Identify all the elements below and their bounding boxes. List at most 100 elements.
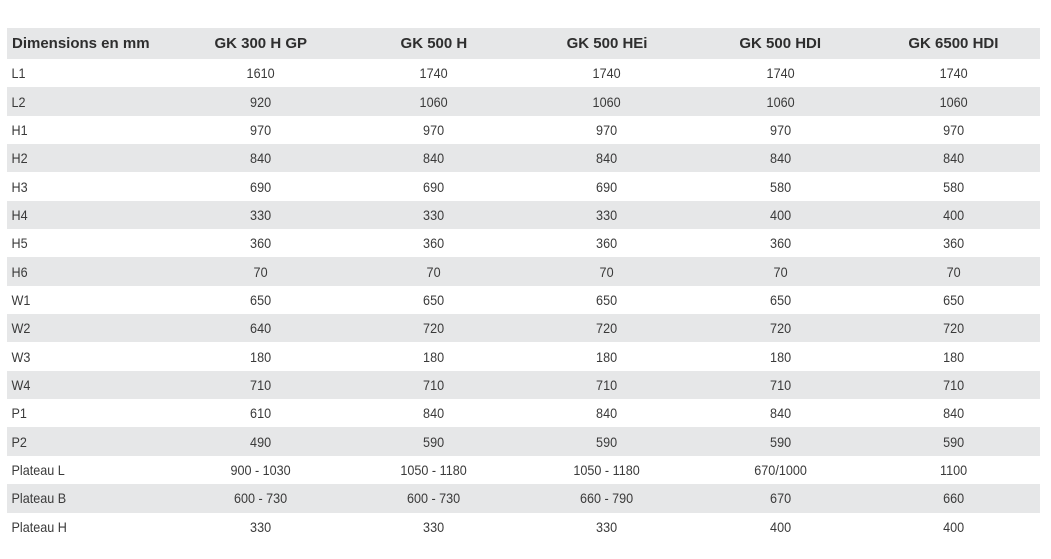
table-cell: 840 <box>423 150 445 167</box>
row-label: W2 <box>11 320 31 337</box>
table-cell: 720 <box>769 320 791 337</box>
table-cell: 650 <box>423 291 445 308</box>
column-header-model: GK 500 HEi <box>566 35 648 52</box>
table-cell: 900 - 1030 <box>230 461 291 478</box>
table-cell: 650 <box>942 291 964 308</box>
table-cell: 600 - 730 <box>407 490 461 507</box>
table-cell: 580 <box>942 178 964 195</box>
table-cell: 590 <box>423 433 445 450</box>
table-cell: 690 <box>250 178 272 195</box>
table-row: H3 690 690 690 580 580 <box>7 172 1040 200</box>
table-cell: 330 <box>423 206 445 223</box>
column-header-dimensions: Dimensions en mm <box>12 35 150 52</box>
table-cell: 970 <box>596 121 618 138</box>
table-row: H5 360 360 360 360 360 <box>7 229 1040 257</box>
table-cell: 710 <box>596 376 618 393</box>
table-cell: 640 <box>250 320 272 337</box>
table-cell: 650 <box>596 291 618 308</box>
dimensions-table: Dimensions en mm GK 300 H GP GK 500 H GK 50… <box>7 28 1040 541</box>
table-cell: 1740 <box>766 65 795 82</box>
row-label: H4 <box>11 206 28 223</box>
table-cell: 610 <box>250 405 272 422</box>
table-cell: 400 <box>942 518 964 535</box>
table-cell: 840 <box>942 150 964 167</box>
table-cell: 970 <box>423 121 445 138</box>
table-cell: 330 <box>250 518 272 535</box>
table-row: L2 920 1060 1060 1060 1060 <box>7 87 1040 116</box>
table-row: P2 490 590 590 590 590 <box>7 427 1040 456</box>
table-row: H6 70 70 70 70 70 <box>7 257 1040 286</box>
table-cell: 710 <box>769 376 791 393</box>
table-cell: 330 <box>250 206 272 223</box>
table-cell: 720 <box>596 320 618 337</box>
table-cell: 590 <box>596 433 618 450</box>
row-label: H1 <box>11 121 28 138</box>
table-cell: 710 <box>942 376 964 393</box>
table-row: L1 1610 1740 1740 1740 1740 <box>7 59 1040 87</box>
table-cell: 180 <box>596 348 618 365</box>
table-cell: 180 <box>423 348 445 365</box>
table-cell: 590 <box>942 433 964 450</box>
table-row: Plateau B 600 - 730 600 - 730 660 - 790 670 6… <box>7 484 1040 513</box>
row-label: Plateau H <box>11 518 67 535</box>
table-cell: 660 - 790 <box>580 490 634 507</box>
table-cell: 1050 - 1180 <box>400 461 468 478</box>
header-row: Dimensions en mm GK 300 H GP GK 500 H GK 50… <box>7 28 1040 59</box>
table-body: L1 1610 1740 1740 1740 1740 L2 920 1060 1060 1060 1… <box>7 59 1040 541</box>
table-row: H2 840 840 840 840 840 <box>7 144 1040 173</box>
table-row: H1 970 970 970 970 970 <box>7 116 1040 144</box>
table-cell: 360 <box>596 235 618 252</box>
table-cell: 650 <box>769 291 791 308</box>
row-label: H5 <box>11 235 28 252</box>
table-cell: 400 <box>769 518 791 535</box>
table-cell: 1060 <box>939 93 968 110</box>
table-cell: 70 <box>253 263 268 280</box>
row-label: L1 <box>11 65 26 82</box>
table-cell: 70 <box>946 263 961 280</box>
table-cell: 360 <box>942 235 964 252</box>
table-cell: 360 <box>423 235 445 252</box>
table-cell: 970 <box>942 121 964 138</box>
table-cell: 330 <box>423 518 445 535</box>
table-cell: 590 <box>769 433 791 450</box>
row-label: H6 <box>11 263 28 280</box>
table-cell: 710 <box>423 376 445 393</box>
table-cell: 970 <box>250 121 272 138</box>
column-header-model: GK 500 H <box>400 35 468 52</box>
table-cell: 920 <box>250 93 272 110</box>
row-label: W3 <box>11 348 31 365</box>
table-cell: 180 <box>250 348 272 365</box>
table-cell: 650 <box>250 291 272 308</box>
row-label: H2 <box>11 150 28 167</box>
table-cell: 1050 - 1180 <box>573 461 641 478</box>
table-cell: 840 <box>423 405 445 422</box>
table-cell: 180 <box>769 348 791 365</box>
table-cell: 840 <box>769 150 791 167</box>
table-row: P1 610 840 840 840 840 <box>7 399 1040 427</box>
table-row: Plateau H 330 330 330 400 400 <box>7 513 1040 541</box>
table-cell: 840 <box>596 150 618 167</box>
row-label: P2 <box>11 433 27 450</box>
table-row: W1 650 650 650 650 650 <box>7 286 1040 314</box>
table-row: W3 180 180 180 180 180 <box>7 342 1040 370</box>
table-cell: 490 <box>250 433 272 450</box>
column-header-model: GK 6500 HDI <box>908 35 999 52</box>
row-label: Plateau B <box>11 490 67 507</box>
table-cell: 1610 <box>246 65 275 82</box>
table-cell: 840 <box>769 405 791 422</box>
table-cell: 70 <box>773 263 788 280</box>
table-row: W2 640 720 720 720 720 <box>7 314 1040 343</box>
table-cell: 840 <box>596 405 618 422</box>
row-label: W1 <box>11 291 31 308</box>
table-cell: 840 <box>250 150 272 167</box>
table-cell: 670/1000 <box>753 461 807 478</box>
table-cell: 330 <box>596 206 618 223</box>
table-cell: 720 <box>942 320 964 337</box>
column-header-model: GK 300 H GP <box>214 35 307 52</box>
table-cell: 970 <box>769 121 791 138</box>
row-label: W4 <box>11 376 31 393</box>
table-cell: 840 <box>942 405 964 422</box>
table-cell: 360 <box>250 235 272 252</box>
table-cell: 720 <box>423 320 445 337</box>
table-cell: 70 <box>426 263 441 280</box>
